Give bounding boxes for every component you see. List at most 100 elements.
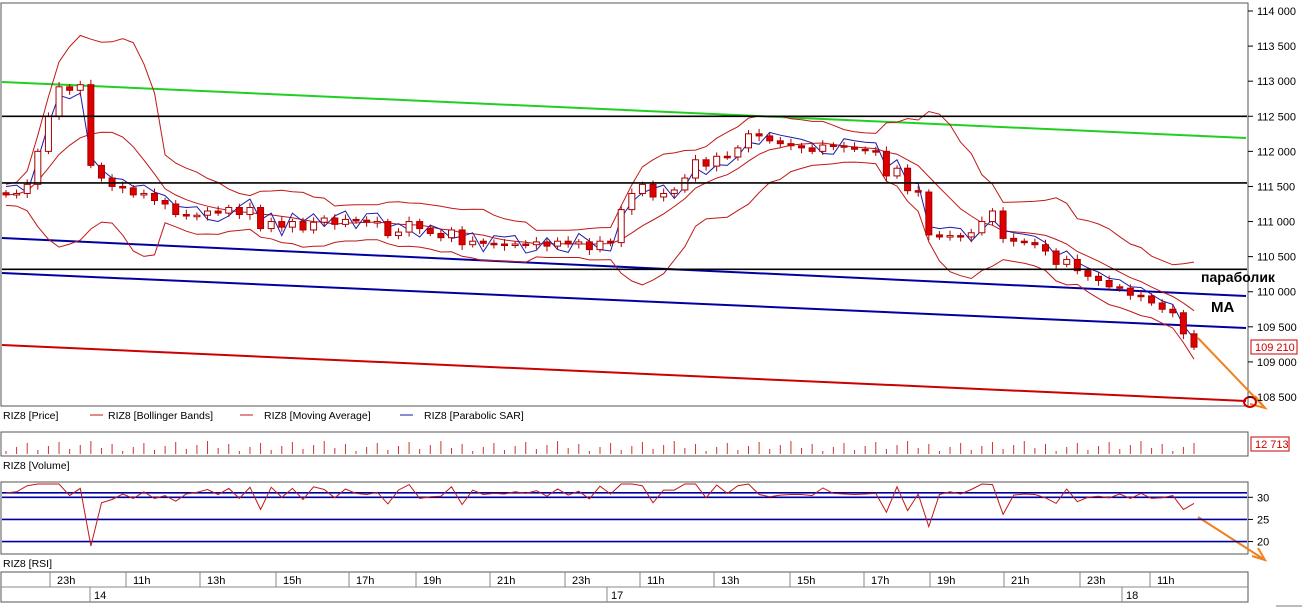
candle-body <box>426 228 434 234</box>
hour-tick-label: 23h <box>572 575 590 587</box>
candle-body <box>734 147 742 158</box>
candle-body <box>904 167 912 192</box>
candle-body <box>702 159 710 167</box>
candle-body <box>55 86 63 117</box>
candle-body <box>967 232 975 238</box>
candle-body <box>288 221 296 228</box>
hour-tick-label: 23h <box>1087 575 1105 587</box>
candle-body <box>501 243 509 247</box>
candle-body <box>957 235 965 238</box>
hour-tick-label: 15h <box>283 575 301 587</box>
candle-body <box>469 240 477 246</box>
volume-panel-label: RIZ8 [Volume] <box>3 460 70 472</box>
candle-body <box>1063 258 1071 265</box>
candle-body <box>893 167 901 177</box>
volume-bars <box>5 441 1195 454</box>
candle-body <box>946 235 954 238</box>
candle-body <box>1116 286 1124 289</box>
rsi-tick-label: 30 <box>1257 492 1269 504</box>
candle-body <box>34 150 42 185</box>
candle-body <box>193 214 201 218</box>
candle-body <box>670 189 678 194</box>
rsi-line <box>5 483 1195 547</box>
candle-body <box>225 207 233 214</box>
hour-tick-label: 17h <box>871 575 889 587</box>
candle-body <box>808 147 816 152</box>
candle-body <box>44 115 52 152</box>
candle-body <box>554 240 562 247</box>
hour-tick-label: 15h <box>797 575 815 587</box>
candle-body <box>978 221 986 234</box>
hour-tick-label: 11h <box>647 575 665 587</box>
price-tick-label: 114 000 <box>1257 6 1296 18</box>
candle-body <box>691 159 699 179</box>
candle-body <box>532 241 540 246</box>
bollinger-upper-line <box>5 34 1195 266</box>
candle-body <box>490 242 498 246</box>
candle-body <box>416 221 424 230</box>
candle-body <box>1052 250 1060 265</box>
candle-body <box>851 146 859 150</box>
candle-body <box>299 221 307 231</box>
candle-body <box>310 221 318 231</box>
candle-body <box>76 84 84 91</box>
day-tick-label: 18 <box>1126 590 1138 602</box>
candles-layer <box>2 79 1198 350</box>
candle-body <box>341 218 349 225</box>
candle-body <box>511 243 519 247</box>
price-tick-label: 111 000 <box>1257 217 1295 229</box>
candle-body <box>999 210 1007 239</box>
candle-body <box>861 148 869 152</box>
trend-line-blue-upper <box>1 237 1247 297</box>
candle-body <box>935 234 943 238</box>
candle-body <box>66 86 74 91</box>
candle-body <box>787 143 795 147</box>
hour-tick-label: 17h <box>356 575 374 587</box>
candle-body <box>522 243 530 247</box>
candle-body <box>649 183 657 198</box>
rsi-tick-label: 20 <box>1257 537 1269 549</box>
last-price-box <box>1250 339 1298 355</box>
candle-body <box>1073 258 1081 272</box>
candle-body <box>214 210 222 214</box>
candle-body <box>1095 275 1103 281</box>
candle-body <box>829 144 837 148</box>
candle-body <box>543 241 551 247</box>
candle-body <box>246 207 254 216</box>
volume-value-box <box>1250 436 1290 452</box>
candle-body <box>1169 308 1177 314</box>
price-tick-label: 112 500 <box>1257 111 1296 123</box>
day-tick-label: 17 <box>611 590 623 602</box>
candle-body <box>1137 294 1145 298</box>
rsi-tick-label: 25 <box>1257 514 1269 526</box>
candle-body <box>1148 295 1156 304</box>
candle-body <box>1190 333 1198 348</box>
candle-body <box>914 190 922 193</box>
candle-body <box>373 221 381 224</box>
candle-body <box>405 221 413 233</box>
price-tick-label: 113 000 <box>1257 76 1296 88</box>
candle-body <box>798 145 806 149</box>
candle-body <box>840 145 848 148</box>
hour-tick-label: 11h <box>1157 575 1175 587</box>
candle-body <box>1179 312 1187 335</box>
candle-body <box>257 207 265 230</box>
candle-body <box>607 240 615 244</box>
candle-body <box>331 217 339 225</box>
candle-body <box>1031 242 1039 246</box>
candle-body <box>1126 287 1134 296</box>
trend-line-blue-lower <box>1 272 1247 329</box>
candle-body <box>352 218 360 222</box>
candle-body <box>267 221 275 230</box>
candle-body <box>320 217 328 223</box>
time-axis: 23h 11h 13h 15h 17h 19h 21h 23h 11h 13h 15h 17h 19h 2… <box>49 572 1175 602</box>
candle-body <box>394 231 402 237</box>
candle-body <box>638 183 646 194</box>
candle-body <box>151 192 158 201</box>
bollinger-lower-line <box>5 161 1195 360</box>
candle-body <box>564 240 572 245</box>
price-tick-label: 110 500 <box>1257 252 1296 264</box>
price-tick-label: 112 000 <box>1257 146 1296 158</box>
hour-tick-label: 11h <box>133 575 151 587</box>
